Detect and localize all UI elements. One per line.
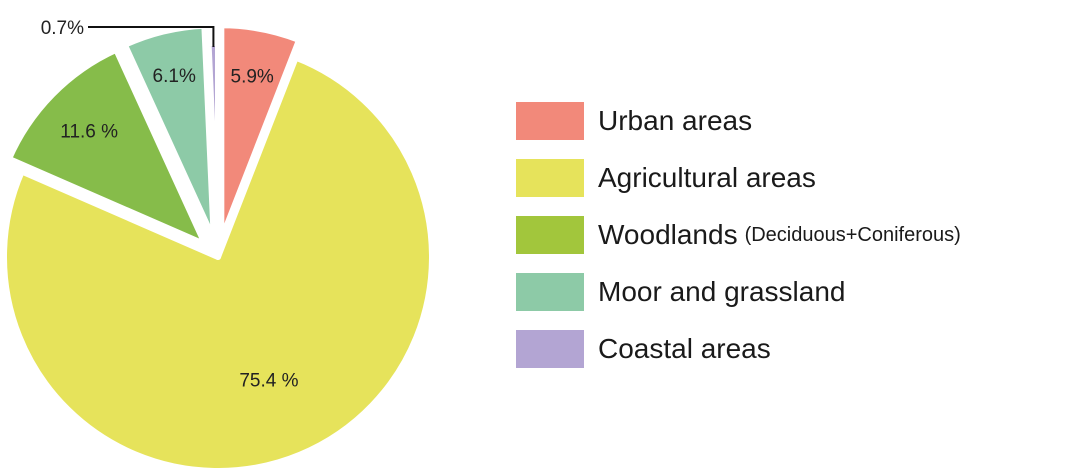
data-label-coastal-areas: 0.7% (41, 18, 84, 39)
legend-label-coastal-areas: Coastal areas (598, 333, 771, 364)
pie-data-labels: 5.9% 75.4 % 11.6 % 6.1% 0.7% (41, 18, 299, 392)
legend-item-agricultural-areas: Agricultural areas (516, 159, 961, 197)
data-label-woodlands: 11.6 % (60, 121, 118, 142)
pie-slice-moor-and-grassland (121, 22, 217, 243)
pie-slice-woodlands (6, 46, 209, 248)
leader-line-coastal-areas (88, 26, 215, 48)
legend-label-woodlands: Woodlands (598, 219, 738, 250)
legend: Urban areas Agricultural areas Woodlands… (516, 102, 961, 387)
legend-label-moor-and-grassland: Moor and grassland (598, 276, 846, 307)
legend-swatch-urban-areas (516, 102, 584, 140)
pie-slice-urban-areas (218, 22, 303, 243)
legend-note-woodlands: (Deciduous+Coniferous) (744, 223, 961, 246)
legend-item-coastal-areas: Coastal areas (516, 330, 961, 368)
legend-swatch-woodlands (516, 216, 584, 254)
legend-item-woodlands: Woodlands (Deciduous+Coniferous) (516, 216, 961, 254)
pie-slices (1, 22, 435, 468)
legend-swatch-agricultural-areas (516, 159, 584, 197)
legend-item-urban-areas: Urban areas (516, 102, 961, 140)
legend-item-moor-and-grassland: Moor and grassland (516, 273, 961, 311)
data-label-moor-and-grassland: 6.1% (153, 66, 196, 87)
legend-label-urban-areas: Urban areas (598, 105, 753, 136)
pie-slice-agricultural-areas (1, 54, 435, 468)
data-label-urban-areas: 5.9% (231, 66, 274, 87)
data-label-agricultural-areas: 75.4 % (239, 371, 298, 392)
legend-swatch-coastal-areas (516, 330, 584, 368)
legend-label-agricultural-areas: Agricultural areas (598, 162, 816, 193)
legend-swatch-moor-and-grassland (516, 273, 584, 311)
